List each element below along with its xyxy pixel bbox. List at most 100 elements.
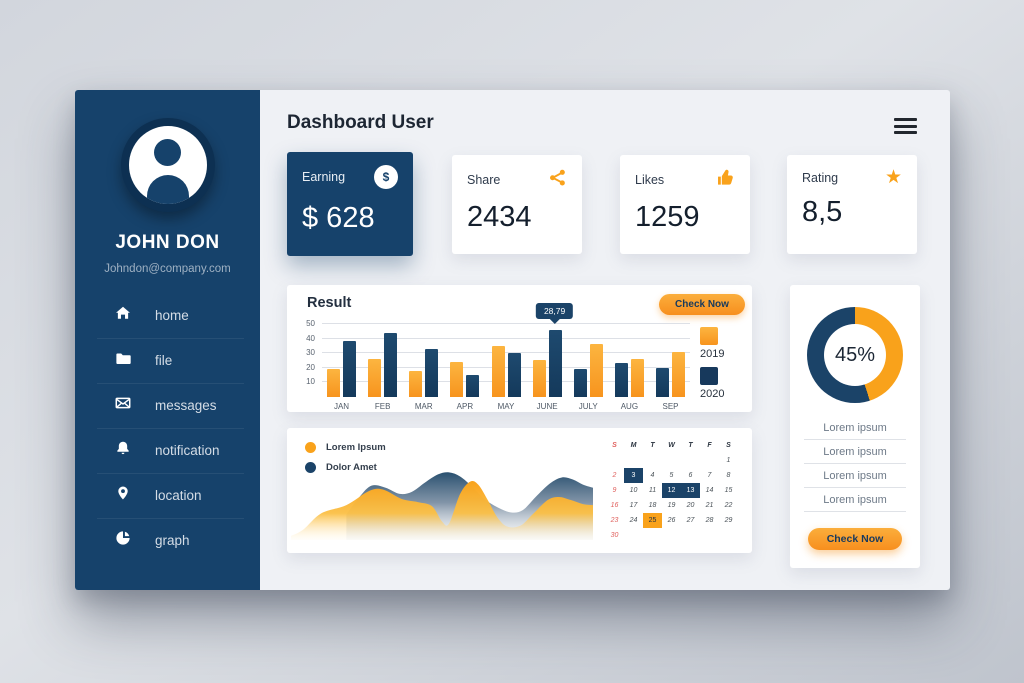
calendar-day[interactable]: 26 [667,517,676,524]
y-axis-tick: 30 [306,348,315,358]
bar-2020-june [548,329,562,397]
sidebar-item-home[interactable]: home [75,293,260,338]
calendar-day[interactable]: 8 [726,472,731,479]
calendar-day-header: M [630,442,637,449]
calendar-day[interactable]: 20 [686,502,695,509]
calendar-day[interactable]: 10 [629,487,638,494]
bar-chart-legend: 2019 2020 [700,327,724,400]
stat-card-share: Share 2434 [452,155,582,254]
calendar-day[interactable]: 25 [643,513,662,528]
gridline [322,337,690,339]
calendar-day[interactable]: 15 [724,487,733,494]
calendar-day[interactable]: 2 [612,472,617,479]
calendar-day[interactable]: 14 [705,487,714,494]
sidebar-item-label: location [155,488,202,503]
bar-2020-july [573,369,587,397]
stat-label: Rating [802,170,839,185]
legend-dot-navy [305,462,316,473]
list-item[interactable]: Lorem ipsum [804,488,906,512]
gridline [322,322,690,324]
bar-group-july: JULY [573,344,603,411]
list-item[interactable]: Lorem ipsum [804,464,906,488]
calendar-day[interactable]: 27 [686,517,695,524]
x-axis-label: SEP [662,402,679,411]
sidebar-item-graph[interactable]: graph [75,518,260,563]
list-item[interactable]: Lorem ipsum [804,440,906,464]
sidebar-item-location[interactable]: location [75,473,260,518]
sidebar-menu: home file messages notification location… [75,293,260,563]
calendar-empty-cell [662,528,681,543]
calendar-day-header: F [707,442,712,449]
user-name: JOHN DON [115,232,220,253]
bar-group-june: 28,79 JUNE [532,302,574,411]
right-panel-list: Lorem ipsum Lorem ipsum Lorem ipsum Lorem i… [804,416,906,512]
calendar-day[interactable]: 13 [681,483,700,498]
calendar-day-header: S [726,442,731,449]
area-chart [291,472,593,540]
bar-2020-feb [384,332,398,397]
stat-card-earning: Earning $ $ 628 [287,152,413,256]
check-now-button[interactable]: Check Now [659,294,745,315]
calendar-day[interactable]: 30 [610,532,619,539]
x-axis-label: FEB [374,402,391,411]
calendar-day[interactable]: 11 [648,487,657,494]
legend-label: Lorem Ipsum [326,442,386,453]
calendar-day[interactable]: 19 [667,502,676,509]
x-axis-label: AUG [620,402,639,411]
calendar-day[interactable]: 18 [648,502,657,509]
bar-group-mar: MAR [409,348,439,411]
calendar-day[interactable]: 7 [707,472,712,479]
calendar-day[interactable]: 9 [612,487,617,494]
bar-2019-july [589,344,603,397]
hamburger-menu-icon[interactable] [894,118,917,138]
bar-tooltip: 28,79 [535,302,574,319]
stat-card-rating: Rating ★ 8,5 [787,155,917,254]
calendar-day[interactable]: 1 [726,457,731,464]
calendar-day[interactable]: 23 [610,517,619,524]
stat-value: 2434 [467,201,532,233]
calendar-day[interactable]: 4 [650,472,655,479]
calendar-day[interactable]: 29 [724,517,733,524]
x-axis-label: MAR [414,402,433,411]
calendar-day[interactable]: 6 [688,472,693,479]
x-axis-label: JULY [578,402,598,411]
calendar-empty-cell [700,453,719,468]
calendar-day[interactable]: 24 [629,517,638,524]
legend-swatch-2019 [700,327,718,345]
calendar-day[interactable]: 5 [669,472,674,479]
y-axis-tick: 10 [306,377,315,387]
check-now-button-2[interactable]: Check Now [808,528,902,550]
calendar-day[interactable]: 22 [724,502,733,509]
calendar-day[interactable]: 21 [705,502,714,509]
right-panel: 45% Lorem ipsum Lorem ipsum Lorem ipsum Lor… [790,285,920,568]
x-axis-label: JUNE [536,402,558,411]
stat-value: 1259 [635,201,700,233]
donut-value: 45% [824,324,886,386]
calendar-day[interactable]: 3 [624,468,643,483]
envelope-icon [115,395,131,416]
area-chart-card: Lorem Ipsum Dolor Amet [287,428,752,553]
calendar-day[interactable]: 28 [705,517,714,524]
calendar-day[interactable]: 17 [629,502,638,509]
user-icon [128,126,207,204]
bar-2019-sep [672,351,685,397]
legend-dot-orange [305,442,316,453]
calendar: S M T W T F S 1 2 3 4 5 6 7 8 9 10 11 12 13 14 15 16 17 18 19 20 21… [605,438,738,543]
calendar-empty-cell [643,528,662,543]
calendar-empty-cell [719,528,738,543]
x-axis-label: JAN [333,402,350,411]
sidebar-item-label: file [155,353,173,368]
sidebar-item-notification[interactable]: notification [75,428,260,473]
pie-icon [115,530,131,551]
sidebar-item-messages[interactable]: messages [75,383,260,428]
list-item[interactable]: Lorem ipsum [804,416,906,440]
calendar-day-header: S [612,442,617,449]
calendar-day[interactable]: 16 [610,502,619,509]
sidebar: JOHN DON Johndon@company.com home file m… [75,90,260,590]
calendar-day[interactable]: 12 [662,483,681,498]
legend-label-2020: 2020 [700,388,725,400]
x-axis-label: APR [456,402,474,411]
bar-2020-may [507,353,521,397]
sidebar-item-file[interactable]: file [75,338,260,383]
folder-icon [115,350,131,371]
